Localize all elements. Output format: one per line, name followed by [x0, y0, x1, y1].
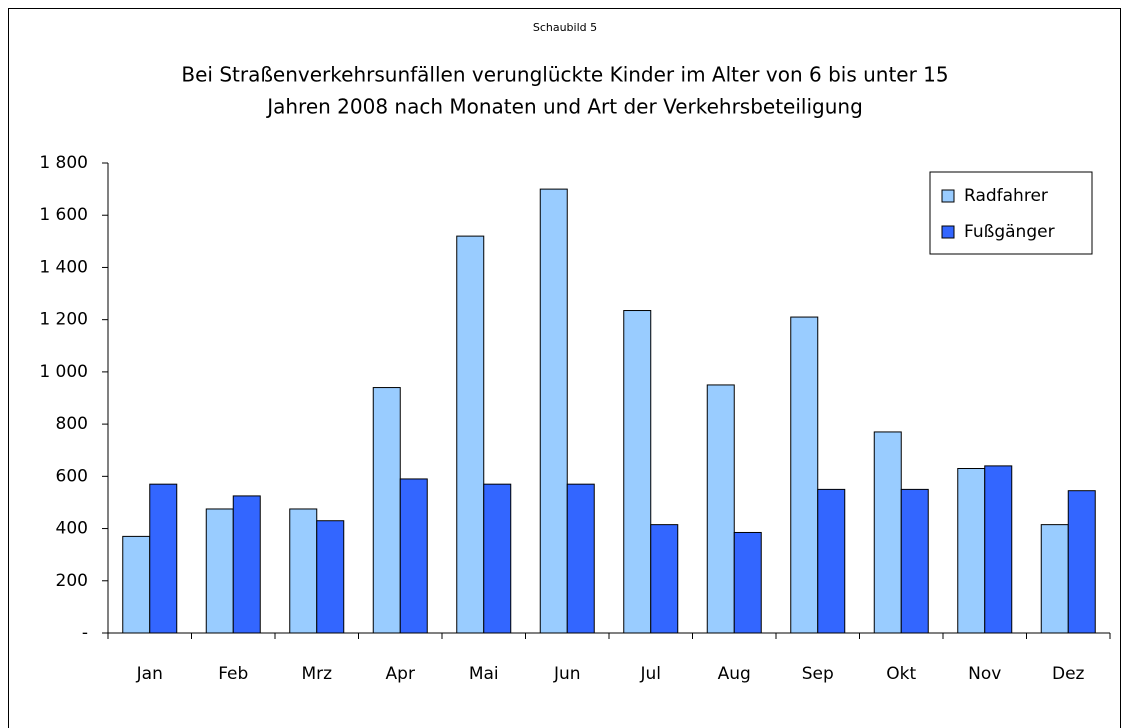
- bar: [706, 384, 735, 634]
- bar: [984, 465, 1013, 634]
- legend-swatch: [941, 225, 955, 239]
- legend-label: Fußgänger: [964, 222, 1055, 242]
- chart-title: Jahren 2008 nach Monaten und Art der Ver…: [265, 95, 863, 119]
- y-tick-label: 1 400: [39, 257, 88, 277]
- y-tick-label: 1 800: [39, 153, 88, 173]
- bar: [650, 524, 679, 634]
- page: Schaubild 5 Bei Straßenverkehrsunfällen …: [8, 8, 1121, 728]
- bar: [873, 431, 902, 634]
- x-tick-label: Sep: [802, 664, 834, 684]
- x-tick-label: Mai: [469, 664, 499, 684]
- y-tick-label: 1 600: [39, 205, 88, 225]
- bar: [399, 478, 428, 634]
- y-tick-label: -: [82, 623, 88, 643]
- chart: Schaubild 5 Bei Straßenverkehrsunfällen …: [39, 21, 1111, 684]
- x-tick-label: Aug: [718, 664, 751, 684]
- x-tick-label: Apr: [386, 664, 415, 684]
- x-tick-label: Okt: [886, 664, 916, 684]
- chart-title: Bei Straßenverkehrsunfällen verunglückte…: [181, 63, 948, 87]
- y-tick-label: 800: [56, 414, 88, 434]
- x-tick-label: Nov: [968, 664, 1001, 684]
- bar: [122, 535, 151, 634]
- bar: [957, 468, 986, 634]
- y-tick-label: 1 200: [39, 310, 88, 330]
- bar: [900, 488, 929, 634]
- bar: [539, 188, 568, 634]
- bar: [232, 495, 261, 634]
- y-tick-label: 1 000: [39, 362, 88, 382]
- bar: [566, 483, 595, 634]
- bar: [149, 483, 178, 634]
- bar: [316, 520, 345, 634]
- bar: [1067, 490, 1096, 634]
- bar: [1040, 524, 1069, 634]
- legend-box: [929, 171, 1093, 255]
- bar: [289, 508, 318, 634]
- x-tick-label: Jan: [136, 664, 163, 684]
- frame: [8, 8, 1121, 728]
- bar: [205, 508, 234, 634]
- x-tick-label: Jun: [553, 664, 581, 684]
- bar: [456, 235, 485, 634]
- y-tick-label: 200: [56, 571, 88, 591]
- bar: [790, 316, 819, 634]
- y-tick-label: 600: [56, 466, 88, 486]
- x-tick-label: Dez: [1052, 664, 1085, 684]
- x-tick-label: Mrz: [301, 664, 332, 684]
- bar: [817, 488, 846, 634]
- legend-label: Radfahrer: [964, 186, 1048, 206]
- bar: [623, 310, 652, 634]
- bar: [372, 387, 401, 634]
- bar: [483, 483, 512, 634]
- x-tick-label: Jul: [639, 664, 661, 684]
- y-tick-label: 400: [56, 519, 88, 539]
- x-tick-label: Feb: [218, 664, 248, 684]
- legend-swatch: [941, 189, 955, 203]
- bar: [733, 531, 762, 634]
- caption: Schaubild 5: [533, 21, 597, 34]
